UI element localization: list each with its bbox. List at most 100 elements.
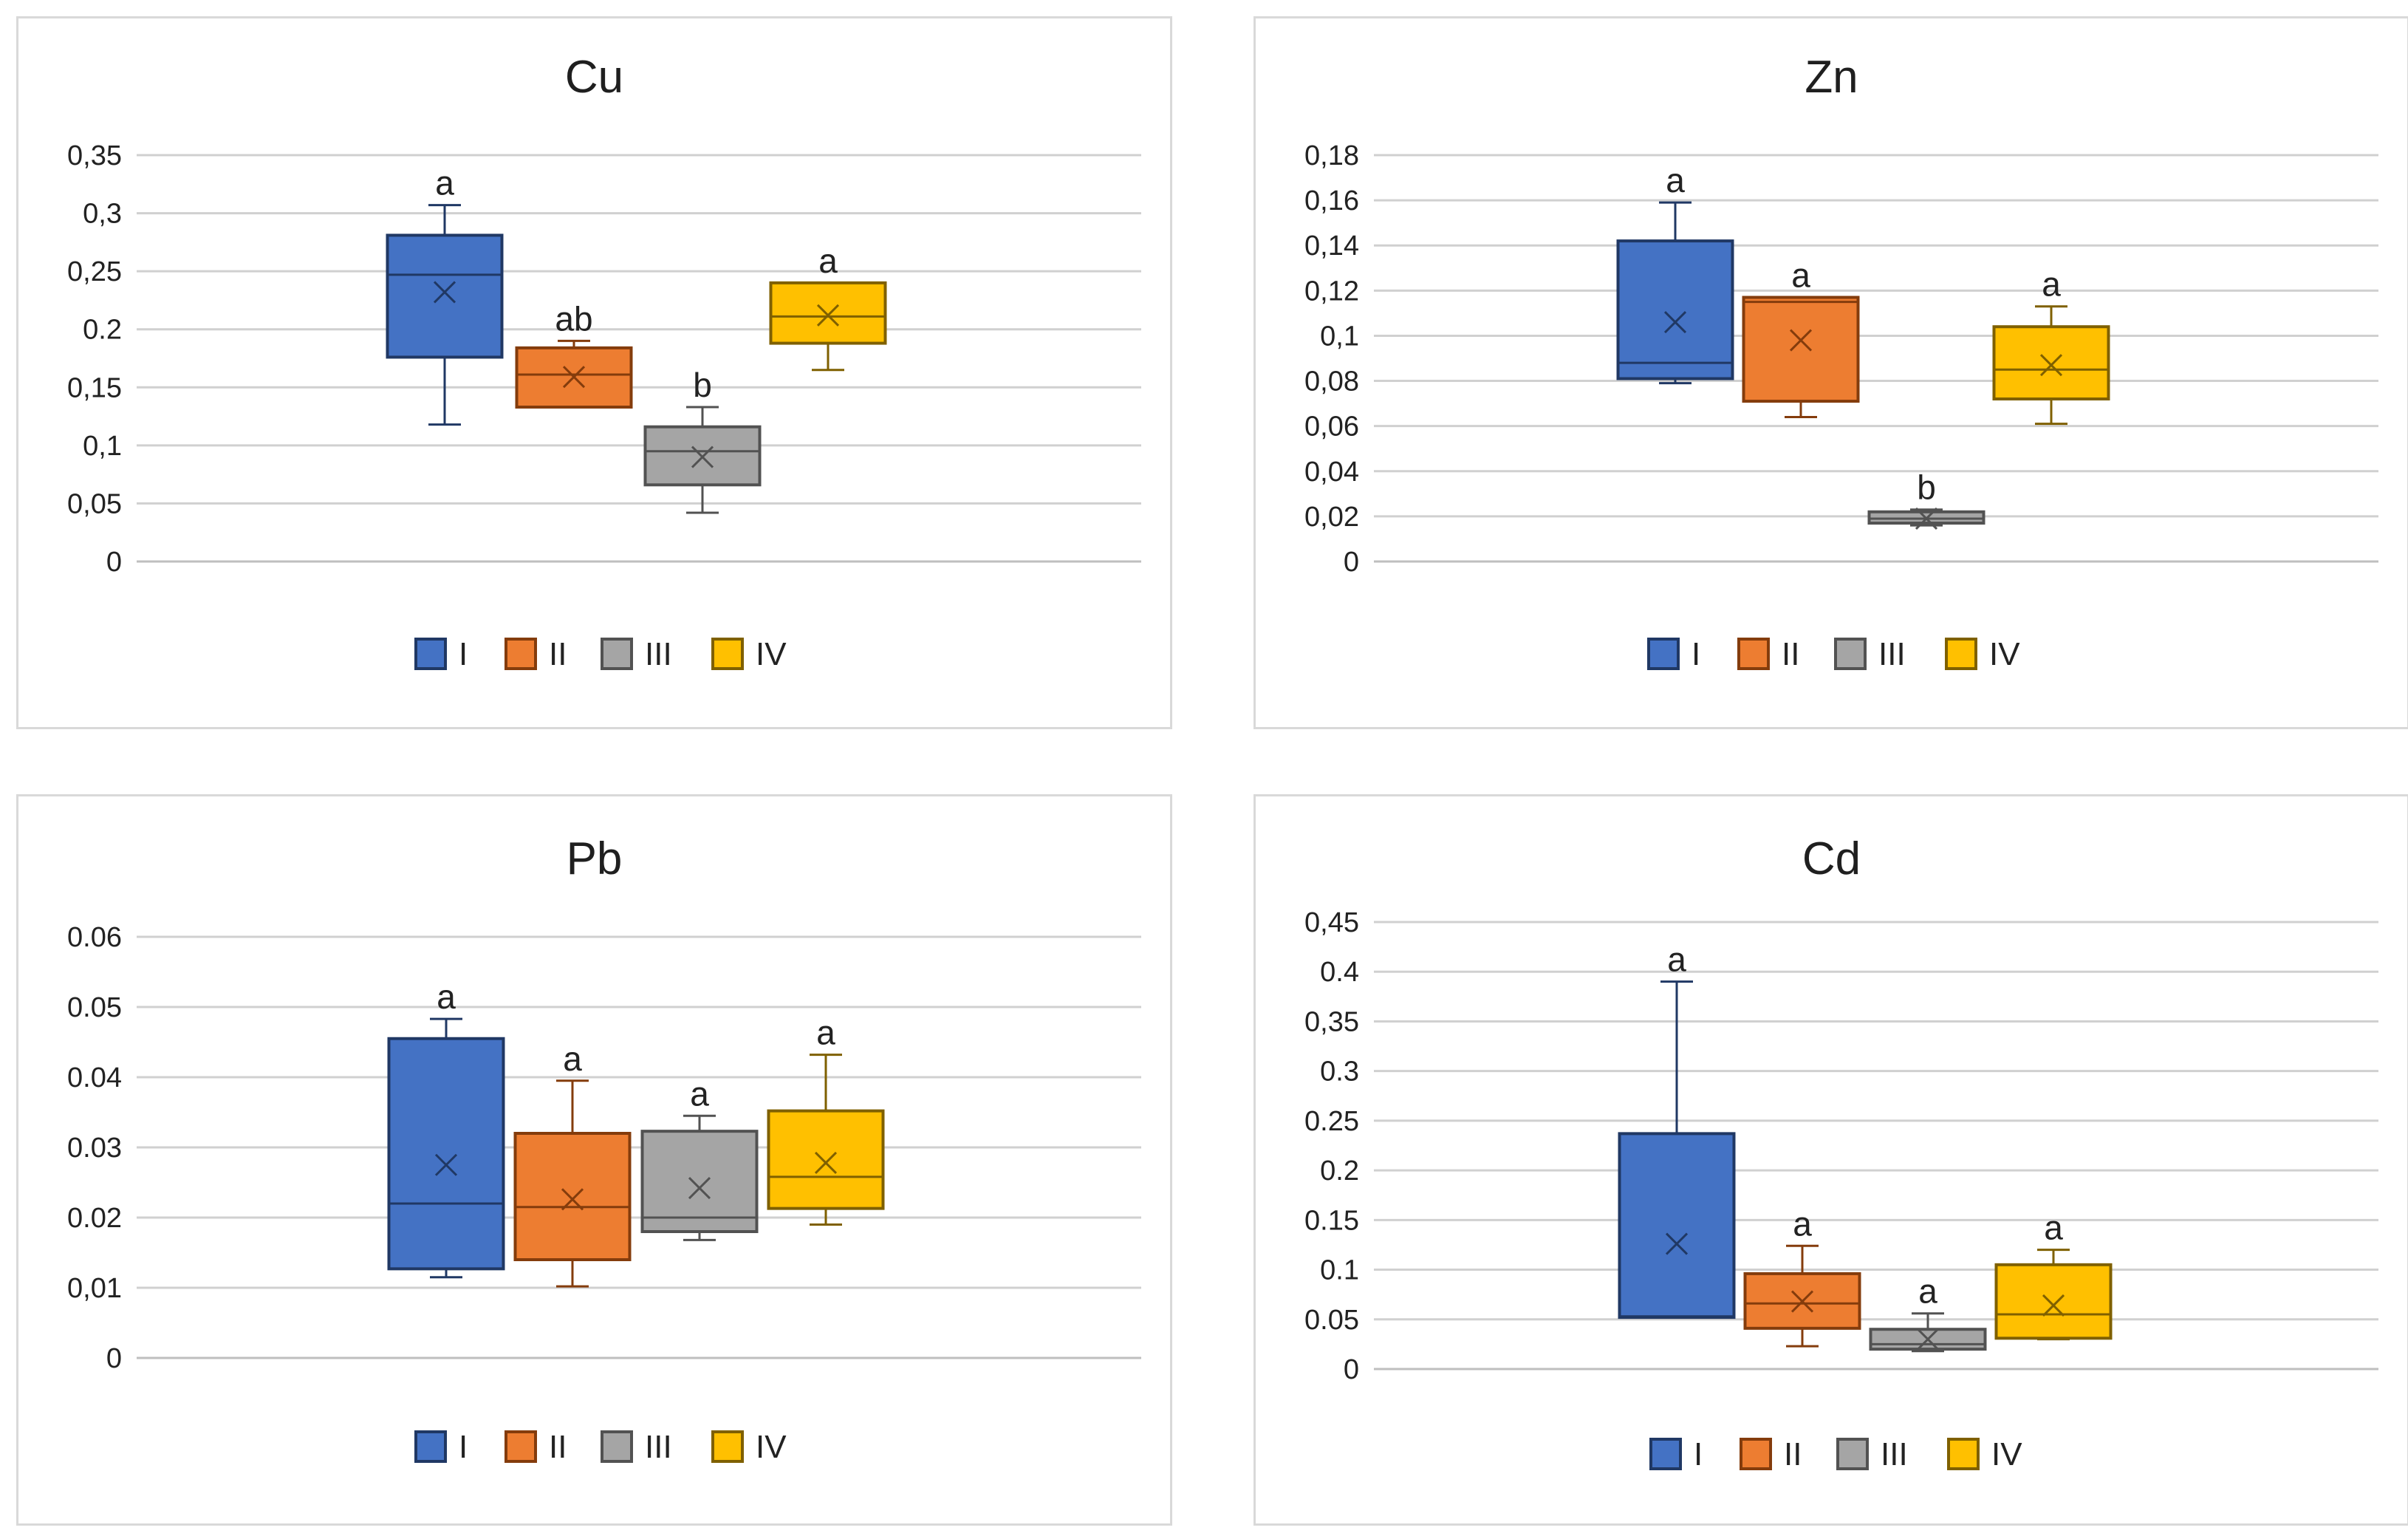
y-tick-label: 0.4 — [1320, 957, 1359, 988]
legend-swatch — [504, 638, 537, 670]
chart-panel-cd: Cd 0 0.05 0.1 0.15 0.2 0.25 0.3 0,35 0.4 0,45 a a a a I… — [1253, 794, 2408, 1526]
mean-marker — [1915, 507, 1938, 530]
y-tick-label: 0,14 — [1304, 231, 1359, 262]
legend-label: I — [459, 636, 468, 672]
mean-marker — [1665, 1232, 1689, 1255]
legend-label: IV — [756, 1429, 787, 1465]
y-tick-label: 0,1 — [83, 431, 122, 462]
y-tick-label: 0,3 — [83, 199, 122, 230]
legend-swatch — [1647, 638, 1680, 670]
chart-svg-cd: Cd 0 0.05 0.1 0.15 0.2 0.25 0.3 0,35 0.4 0,45 a a a a I… — [1304, 833, 2378, 1472]
y-tick-label: 0,18 — [1304, 140, 1359, 171]
y-tick-label: 0,35 — [67, 140, 122, 171]
legend-label: II — [549, 636, 567, 672]
legend-label: IV — [1989, 636, 2020, 672]
legend-label: III — [1881, 1436, 1908, 1472]
legend-swatch — [601, 1430, 633, 1463]
significance-label: a — [816, 1014, 835, 1052]
y-tick-label: 0,16 — [1304, 185, 1359, 216]
significance-label: a — [1666, 161, 1685, 199]
y-tick-label: 0.25 — [1304, 1106, 1359, 1137]
mean-marker — [1790, 1290, 1814, 1313]
legend-label: III — [1878, 636, 1906, 672]
mean-marker — [1916, 1328, 1940, 1351]
y-tick-label: 0 — [1344, 547, 1359, 578]
significance-label: b — [1917, 468, 1936, 507]
legend-swatch — [711, 1430, 744, 1463]
y-tick-label: 0,02 — [1304, 502, 1359, 533]
mean-marker — [691, 446, 714, 468]
y-tick-label: 0,25 — [67, 256, 122, 287]
legend-swatch — [414, 638, 447, 670]
y-tick-label: 0.06 — [67, 922, 122, 953]
significance-label: b — [693, 366, 712, 404]
mean-marker — [2039, 354, 2063, 377]
y-tick-label: 0.3 — [1320, 1057, 1359, 1088]
significance-label: a — [563, 1040, 582, 1078]
legend-label: I — [1694, 1436, 1703, 1472]
y-tick-label: 0 — [106, 547, 122, 578]
legend-label: IV — [1991, 1436, 2022, 1472]
legend-label: III — [645, 1429, 672, 1465]
legend-swatch — [1947, 1438, 1980, 1470]
mean-marker — [688, 1177, 711, 1200]
legend-swatch — [601, 638, 633, 670]
y-tick-label: 0.04 — [67, 1062, 122, 1093]
y-tick-label: 0,08 — [1304, 366, 1359, 397]
box-III — [1869, 1328, 1987, 1351]
mean-marker — [1789, 329, 1813, 352]
y-tick-label: 0,35 — [1304, 1006, 1359, 1037]
chart-title: Pb — [567, 833, 623, 884]
legend-swatch — [1834, 638, 1867, 670]
chart-title: Cd — [1802, 833, 1861, 884]
significance-label: a — [1667, 941, 1686, 979]
y-tick-label: 0,45 — [1304, 907, 1359, 938]
mean-marker — [434, 1153, 458, 1176]
mean-marker — [562, 366, 586, 389]
legend-swatch — [711, 638, 744, 670]
mean-marker — [814, 1151, 838, 1174]
legend-label: I — [1692, 636, 1700, 672]
mean-marker — [561, 1188, 584, 1211]
y-tick-label: 0,1 — [1320, 321, 1359, 352]
legend-swatch — [1836, 1438, 1869, 1470]
y-tick-label: 0.2 — [1320, 1156, 1359, 1187]
y-tick-label: 0.05 — [1304, 1305, 1359, 1336]
legend-label: II — [1784, 1436, 1802, 1472]
legend-label: II — [1782, 636, 1799, 672]
y-tick-label: 0,15 — [67, 372, 122, 403]
significance-label: a — [690, 1074, 709, 1113]
y-tick-label: 0,06 — [1304, 412, 1359, 443]
box-II — [1742, 296, 1860, 403]
y-tick-label: 0 — [1344, 1354, 1359, 1385]
box-IV — [767, 1109, 885, 1210]
box-III — [640, 1130, 759, 1233]
box-I — [1618, 1132, 1736, 1320]
box-I — [386, 233, 504, 359]
box-IV — [1994, 1263, 2113, 1340]
chart-title: Zn — [1805, 52, 1858, 103]
legend-label: III — [645, 636, 672, 672]
y-tick-label: 0.1 — [1320, 1255, 1359, 1286]
legend-swatch — [504, 1430, 537, 1463]
box-I — [1616, 239, 1734, 380]
significance-label: a — [1918, 1272, 1937, 1311]
significance-label: a — [2044, 1209, 2063, 1247]
mean-marker — [816, 304, 840, 327]
mean-marker — [2042, 1294, 2065, 1317]
significance-label: a — [818, 242, 838, 280]
significance-label: a — [435, 164, 454, 202]
y-tick-label: 0.2 — [83, 315, 122, 346]
legend-label: I — [459, 1429, 468, 1465]
box-IV — [769, 281, 887, 345]
y-tick-label: 0.02 — [67, 1203, 122, 1234]
significance-label: a — [1793, 1204, 1812, 1243]
legend-swatch — [1945, 638, 1977, 670]
chart-svg-zn: Zn 0 0,02 0,04 0,06 0,08 0,1 0,12 0,14 0,16 0,18 a a… — [1304, 52, 2378, 672]
mean-marker — [433, 281, 456, 304]
y-tick-label: 0.15 — [1304, 1205, 1359, 1236]
mean-marker — [1663, 311, 1687, 334]
legend-label: II — [549, 1429, 567, 1465]
